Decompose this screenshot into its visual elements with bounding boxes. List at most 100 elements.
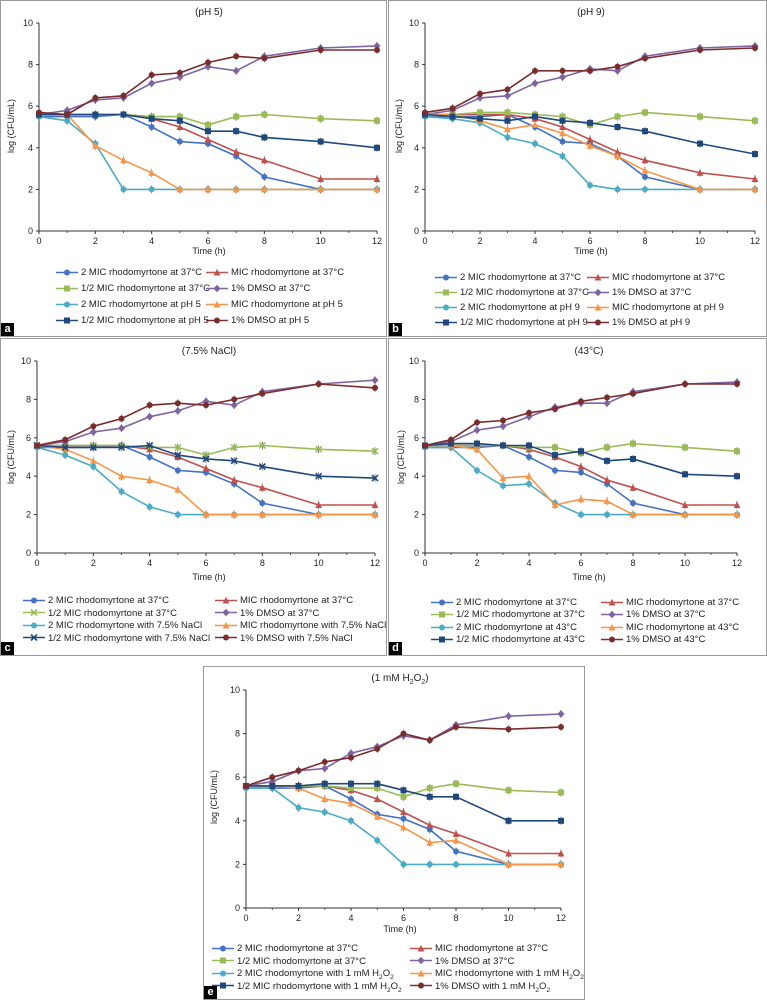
chart-c-series-1-point: [202, 464, 210, 472]
chart-b-series-4-point: [532, 140, 538, 147]
chart-b-series-4-point: [559, 153, 566, 160]
chart-c-ylabel: log (CFU/mL): [6, 429, 16, 485]
chart-b-series-2-point: [697, 113, 703, 120]
chart-a-series-2-point: [374, 117, 380, 124]
chart-c-series-2-point: [315, 445, 323, 453]
chart-b-series-7-line: [424, 47, 756, 114]
chart-d-series-5-point: [525, 472, 533, 480]
chart-c-series-7-point: [118, 415, 125, 422]
chart-b-series-0-point: [559, 138, 566, 145]
chart-a-ytick-label: 2: [28, 184, 33, 194]
chart-d-series-0-point: [630, 500, 636, 507]
chart-b-series-6-point: [449, 113, 456, 120]
chart-e-series-7-point: [374, 745, 381, 752]
chart-c-series-4-point: [118, 488, 125, 495]
chart-e-series-3-point: [504, 712, 513, 720]
chart-e-ytick-label: 2: [235, 859, 240, 869]
chart-a-ytick-label: 0: [28, 226, 33, 236]
chart-c-ytick-label: 8: [26, 394, 31, 404]
chart-a-series-3-line: [38, 45, 378, 116]
chart-e-ytick-label: 10: [230, 685, 240, 695]
chart-e-series-6-point: [374, 780, 381, 787]
chart-b-ytick-label: 4: [414, 143, 419, 153]
chart-e-series-7-point: [558, 724, 564, 731]
chart-c-series-1-point: [258, 484, 266, 491]
chart-b-xtick-label: 12: [750, 236, 760, 246]
chart-c-series-3-point: [146, 412, 154, 421]
chart-b-series-2-point: [477, 109, 483, 116]
chart-d-series-6-point: [604, 457, 610, 464]
chart-d-series-7-point: [448, 436, 454, 443]
chart-a-series-2-point: [205, 121, 211, 128]
chart-c-series-7-point: [203, 402, 209, 409]
chart-e-series-4-point: [426, 861, 433, 868]
chart-b-series-6-point: [587, 119, 593, 126]
chart-c-legend-swatch: [23, 622, 45, 629]
chart-c-series-6-point: [117, 443, 126, 451]
chart-b-series-2-point: [642, 109, 648, 116]
chart-a-legend-item: MIC rhodomyrtone at 37°C: [206, 267, 344, 278]
panel-b-label: b: [389, 323, 402, 336]
chart-c-legend-item: 2 MIC rhodomyrtone at 37°C: [23, 595, 169, 606]
chart-a-series-7-point: [205, 59, 211, 66]
chart-d-series-5-point: [499, 474, 507, 482]
chart-a-legend-label: MIC rhodomyrtone at pH 5: [231, 299, 343, 310]
chart-d-legend-item: 1% DMSO at 37°C: [601, 609, 705, 620]
chart-a-series-1-point: [176, 123, 184, 130]
chart-b-legend-label: 2 MIC rhodomyrtone at 37°C: [460, 272, 582, 283]
chart-e-series-0-point: [453, 848, 459, 855]
chart-c-series-6-point: [61, 443, 69, 451]
chart-e-legend-item: 2 MIC rhodomyrtone at 37°C: [212, 943, 358, 954]
chart-e-legend-label: 1% DMSO with 1 mM H2O2: [435, 980, 551, 994]
chart-a-xtick-label: 0: [36, 236, 41, 246]
chart-a-series-4-point: [148, 186, 155, 193]
chart-d-xtick-label: 10: [680, 558, 690, 568]
chart-d-legend-item: 1/2 MIC rhodomyrtone at 37°C: [431, 609, 585, 620]
chart-b-series-6-point: [697, 140, 703, 147]
chart-e-ytick-label: 6: [235, 772, 240, 782]
chart-b-legend-item: MIC rhodomyrtone at pH 9: [587, 302, 724, 313]
chart-e-ytick-label: 0: [235, 903, 240, 913]
chart-e-series-6-point: [400, 787, 407, 794]
chart-d-series-4-point: [526, 480, 532, 487]
chart-c-legend-swatch: [215, 596, 237, 604]
chart-c-legend-label: 1% DMSO with 7.5% NaCl: [240, 632, 353, 644]
chart-c-series-2-point: [371, 447, 379, 455]
chart-e-series-0-point: [348, 796, 354, 802]
chart-b-series-7-point: [559, 67, 566, 74]
chart-d-legend-swatch: [431, 599, 453, 606]
chart-c-xtick-label: 12: [370, 558, 380, 568]
chart-e-series-6-point: [348, 780, 354, 787]
chart-d-series-5-point: [603, 497, 611, 505]
chart-e-series-2-point: [453, 780, 459, 787]
chart-b-legend-label: 1/2 MIC rhodomyrtone at pH 9: [460, 317, 588, 328]
chart-a-series-3-point: [148, 79, 156, 88]
chart-b-legend-swatch: [435, 319, 457, 326]
chart-a-svg: 0 2 4 6 8 10 0 2 4 6 8 10 12: [23, 18, 382, 246]
panel-e: 0 2 4 6 8 10 0 2 4 6 8 10 12 (1 mM H2O2) Time (h) lo…: [203, 666, 585, 1000]
chart-c-ytick-label: 6: [26, 433, 31, 443]
chart-a-legend-item: 2 MIC rhodomyrtone at 37°C: [56, 267, 202, 278]
chart-a-series-0-point: [261, 173, 268, 180]
chart-d-series-7-point: [474, 419, 480, 426]
chart-b-series-3-line: [424, 45, 756, 116]
chart-a-series-1-point: [204, 135, 212, 143]
chart-c-xtick-label: 0: [34, 558, 39, 568]
chart-b-legend-label: MIC rhodomyrtone at 37°C: [612, 272, 726, 283]
chart-c-legend-label: 2 MIC rhodomyrtone at 37°C: [48, 595, 170, 606]
chart-d-series-2-point: [630, 440, 636, 447]
chart-b-series-4-point: [504, 134, 511, 141]
chart-e-series-4-point: [374, 837, 381, 844]
chart-c-series-5-point: [371, 511, 379, 518]
chart-a-series-7-point: [317, 47, 324, 54]
chart-a-series-6-point: [120, 111, 127, 118]
chart-c-legend-label: 2 MIC rhodomyrtone with 7.5% NaCl: [48, 620, 203, 631]
chart-c-series-3-point: [174, 407, 182, 415]
chart-c-series-7-line: [36, 383, 376, 447]
chart-d-legend-label: 1% DMSO at 43°C: [626, 633, 706, 645]
chart-e-series-5-point: [321, 795, 329, 802]
chart-e-legend-item: 1% DMSO at 37°C: [410, 956, 514, 967]
chart-e-series-2-point: [426, 785, 433, 792]
chart-a-legend-item: 1/2 MIC rhodomyrtone at 37°C: [56, 283, 210, 294]
chart-c-xtick-label: 6: [203, 558, 208, 568]
